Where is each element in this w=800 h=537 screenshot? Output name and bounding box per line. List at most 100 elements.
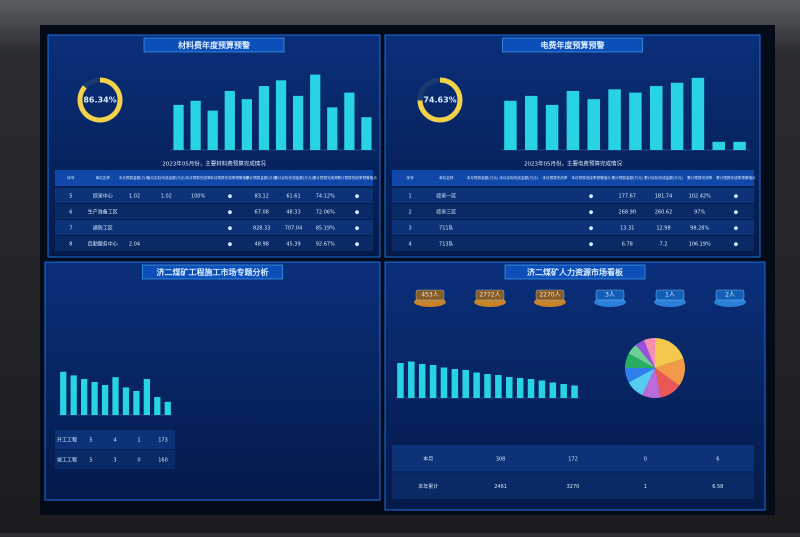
bar <box>527 379 535 398</box>
table-cell: 72.06% <box>316 210 335 216</box>
gauge-label: 86.34% <box>83 96 116 105</box>
table-cell: ● <box>355 194 360 200</box>
table-cell: 67.08 <box>255 210 269 216</box>
bar <box>122 387 130 415</box>
bar <box>473 372 480 398</box>
table-cell: 102.42% <box>689 194 711 200</box>
badge <box>595 289 625 301</box>
bar <box>504 100 517 150</box>
bar <box>258 86 270 150</box>
table-cell: ● <box>589 210 594 216</box>
table-cell: ● <box>355 242 360 248</box>
table-cell: 1.02 <box>129 194 140 200</box>
bar <box>549 382 557 398</box>
bar <box>451 369 459 398</box>
table-header-cell: 累计预算完成率 <box>687 175 713 180</box>
table-header-cell: 序号 <box>67 175 75 180</box>
panel-title: 材料费年度预算预警 <box>178 40 250 50</box>
bar <box>650 86 663 150</box>
table-cell: 本年累计 <box>418 483 438 490</box>
table-cell: 综采中心 <box>93 193 113 200</box>
panel-title: 电费年度预算预警 <box>541 40 605 50</box>
table-cell: 综采一区 <box>436 193 456 200</box>
pie-slice <box>655 368 680 398</box>
table-cell: 308 <box>496 456 506 462</box>
table-cell: 6 <box>716 456 719 462</box>
table-header <box>55 170 373 186</box>
bar <box>154 397 161 415</box>
table-cell: 711队 <box>439 225 454 232</box>
table-cell: 生产准备工区 <box>88 209 118 216</box>
badge-value: 3人 <box>605 292 615 299</box>
pie-slice <box>642 368 661 398</box>
table-header-cell: 序号 <box>407 175 415 180</box>
table-cell: ● <box>355 226 360 232</box>
pie-slice <box>628 344 655 368</box>
table-row <box>55 220 373 235</box>
table-header-cell: 本月预算完成率 <box>186 175 212 180</box>
table-cell: 3270 <box>567 484 580 490</box>
table-cell: 竣工工程 <box>57 457 77 464</box>
table-cell: 综采三区 <box>436 209 456 216</box>
table-cell: 48.98 <box>255 242 269 248</box>
bar <box>712 141 725 150</box>
table-header-cell: 累计预算完成率 <box>313 175 339 180</box>
bar <box>101 385 109 415</box>
table-cell: ● <box>734 194 739 200</box>
table-cell: 0 <box>644 456 647 462</box>
table-row <box>55 188 373 203</box>
table-row <box>392 220 754 235</box>
gauge-label: 74.63% <box>423 96 456 105</box>
table-cell: ● <box>734 242 739 248</box>
pie-slice <box>625 368 655 383</box>
bar <box>538 380 546 398</box>
badge <box>415 289 445 301</box>
table-header-cell: 累计实际完成金额(万元) <box>274 175 313 180</box>
table-cell: ● <box>589 194 594 200</box>
badge-value: 2270人 <box>539 292 560 299</box>
table-cell: 7.2 <box>660 242 668 248</box>
table-cell: 828.33 <box>253 226 271 232</box>
badge <box>655 289 685 301</box>
title-bar <box>504 264 646 280</box>
bar <box>224 90 235 150</box>
panel-title: 济二煤矿人力资源市场看板 <box>527 267 624 277</box>
pie-slice <box>643 338 655 368</box>
gauge-arc <box>417 77 463 123</box>
bar <box>60 371 67 415</box>
table-cell: ● <box>589 242 594 248</box>
table-cell: 100% <box>191 194 206 200</box>
table-header-cell: 单位名称 <box>439 175 454 180</box>
bar <box>670 82 684 150</box>
table-cell: 1 <box>409 194 412 200</box>
table-header-cell: 本月实际完成金额(万元) <box>499 175 538 180</box>
bar <box>418 364 426 398</box>
bar <box>566 90 580 150</box>
table-caption: 2023年05月份，主要材料费预算完成情况 <box>162 160 266 168</box>
bar <box>484 374 491 398</box>
table-row <box>392 204 754 219</box>
table-cell: 8 <box>69 242 72 248</box>
table-cell: 6.78 <box>622 242 633 248</box>
bar <box>516 378 524 398</box>
bar <box>361 117 372 150</box>
table-cell: 0 <box>137 458 140 464</box>
table-cell: 713队 <box>439 241 454 248</box>
bar <box>143 379 150 415</box>
table-cell: 61.61 <box>286 194 300 200</box>
bar <box>429 365 437 398</box>
table-header-cell: 累计预算完成率预警指示 <box>337 175 377 180</box>
table-cell: ● <box>228 226 233 232</box>
table-cell: 5 <box>89 438 92 444</box>
table-cell: 173 <box>158 438 168 444</box>
bar <box>608 89 621 150</box>
table-cell: 3 <box>113 458 116 464</box>
badge-value: 2人 <box>725 292 735 299</box>
bar <box>408 361 415 398</box>
table-header-cell: 本月预算完成率 <box>542 175 568 180</box>
table-row <box>392 445 754 472</box>
bar <box>241 99 252 150</box>
table-cell: ● <box>734 226 739 232</box>
bar <box>462 370 469 398</box>
badge <box>535 289 565 301</box>
